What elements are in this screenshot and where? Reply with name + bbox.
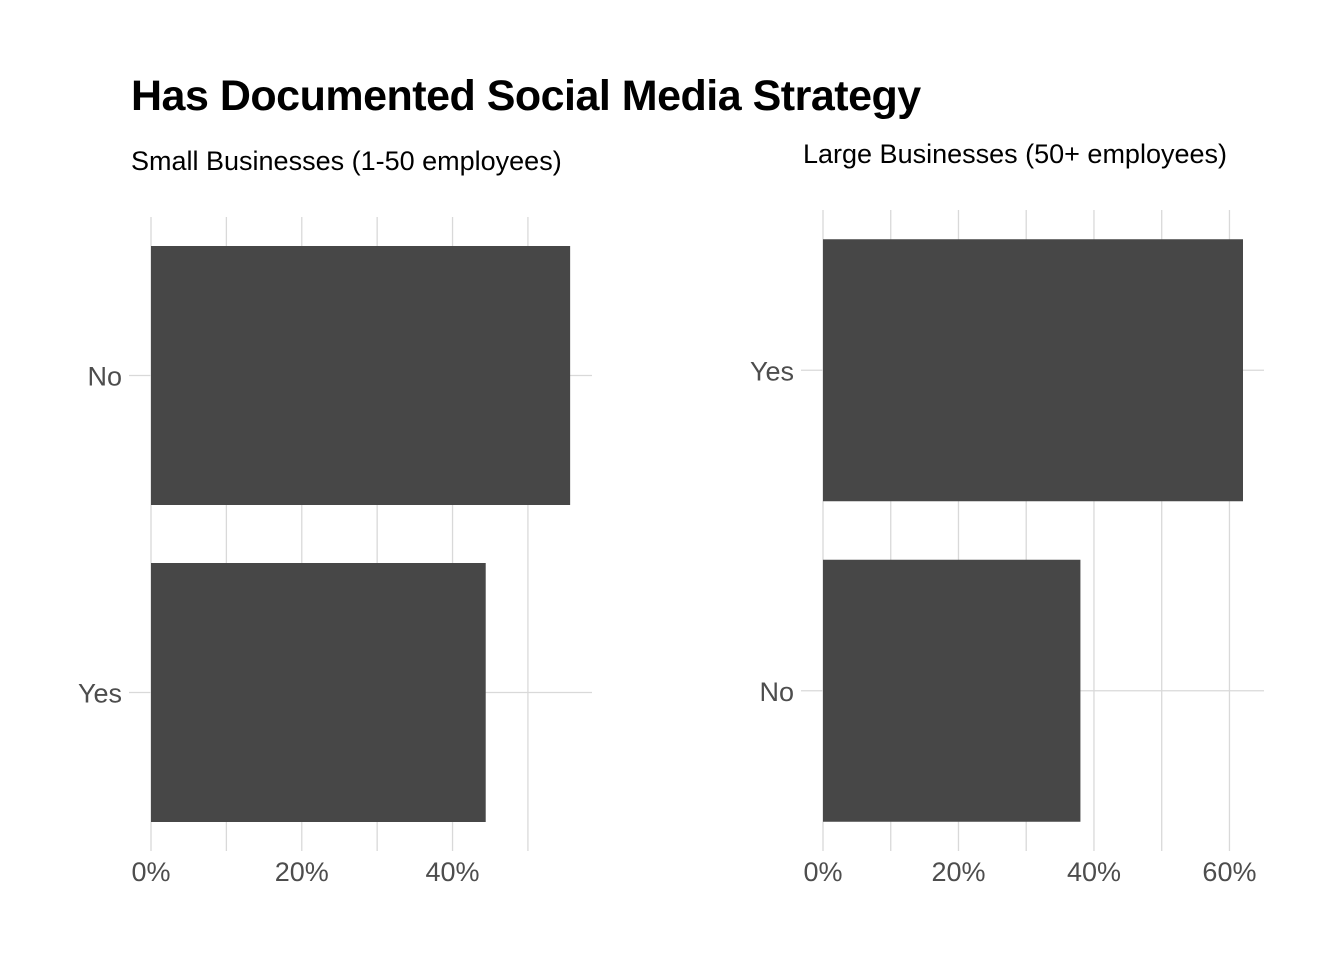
x-tick-label: 0% (803, 857, 842, 887)
x-tick-label: 20% (275, 857, 329, 887)
x-tick-label: 40% (1067, 857, 1121, 887)
y-tick-label: No (759, 677, 794, 707)
panel-subtitle: Small Businesses (1-50 employees) (131, 146, 562, 176)
x-tick-label: 60% (1202, 857, 1256, 887)
panel-large-businesses: Large Businesses (50+ employees) Yes No 0% 2… (750, 139, 1264, 887)
y-tick-label: No (87, 362, 122, 392)
y-tick-label: Yes (750, 356, 794, 386)
x-tick-label: 0% (131, 857, 170, 887)
y-tick-label: Yes (78, 679, 122, 709)
x-tick-label: 20% (931, 857, 985, 887)
panel-small-businesses: Small Businesses (1-50 employees) No Yes 0%… (78, 146, 592, 887)
panel-subtitle: Large Businesses (50+ employees) (803, 139, 1227, 169)
bar-yes (151, 563, 486, 822)
chart-title: Has Documented Social Media Strategy (131, 72, 921, 120)
bar-no (151, 246, 571, 505)
bar-no (823, 559, 1081, 822)
bar-yes (823, 239, 1243, 502)
x-tick-label: 40% (426, 857, 480, 887)
